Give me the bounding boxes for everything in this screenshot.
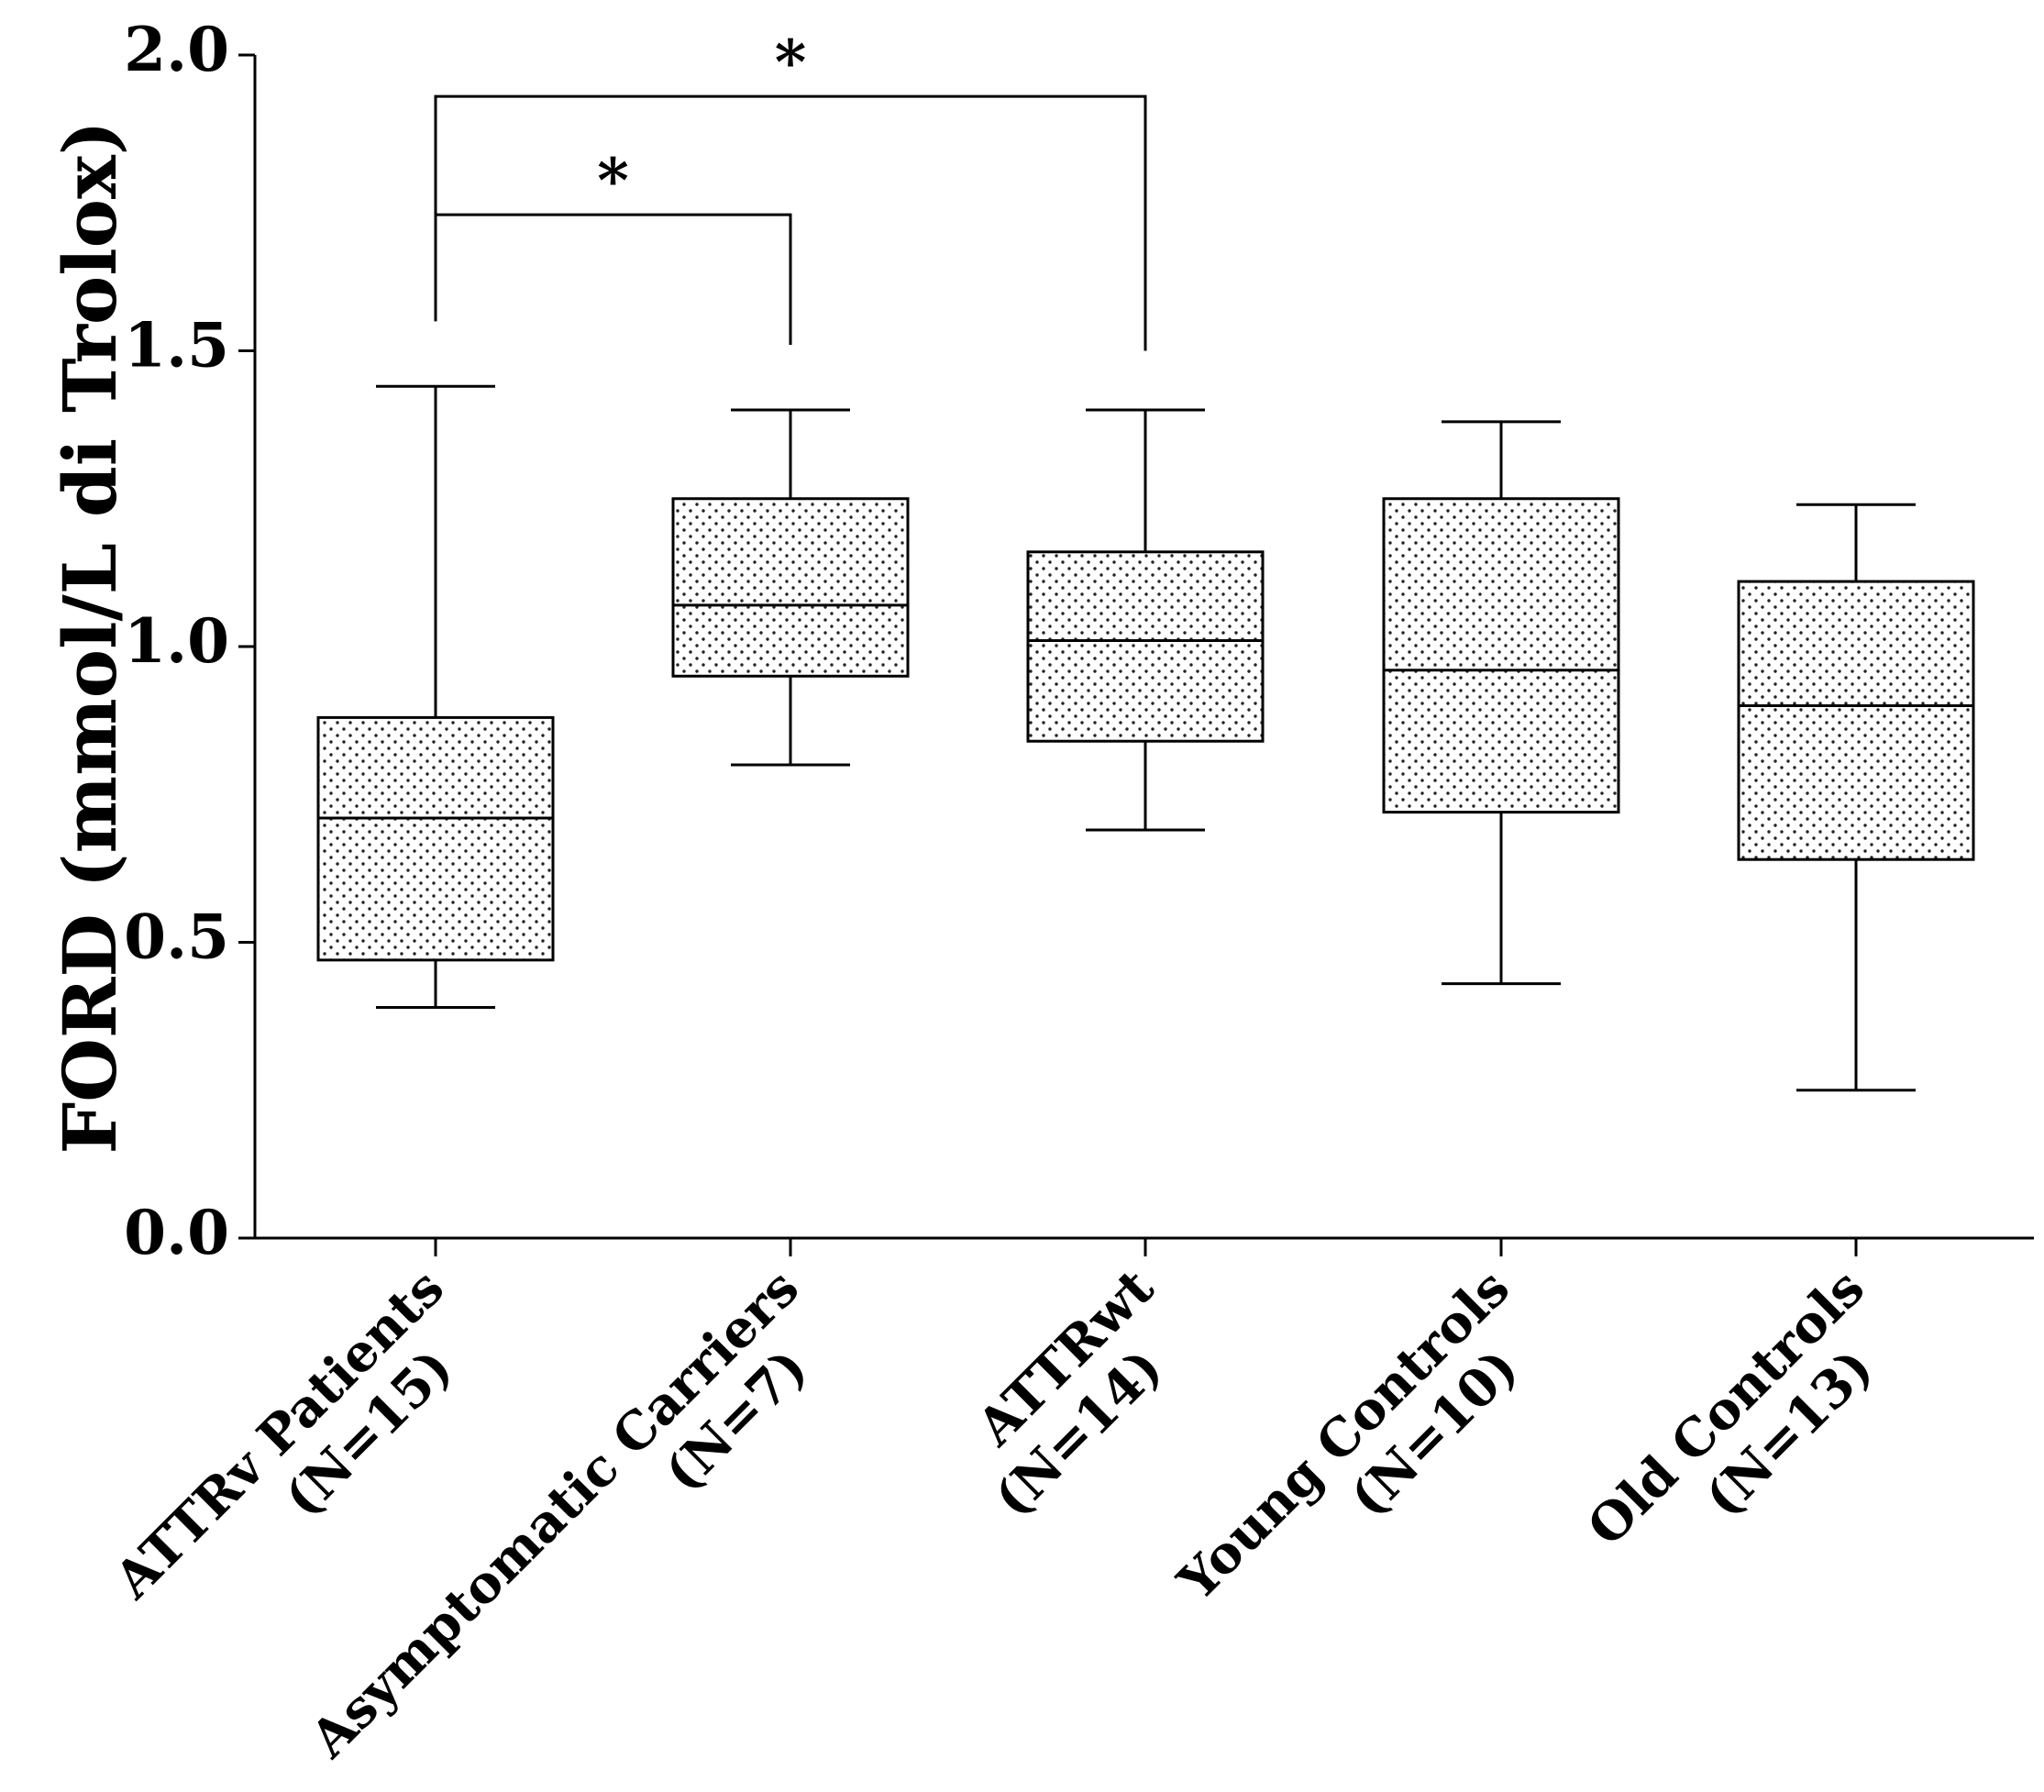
significance-bracket: * [434,145,792,346]
significance-brackets: ** [434,27,1147,351]
box-iqr [1026,550,1265,743]
category-label: Old Controls(N=13) [1576,1257,1920,1601]
category-label: ATTRwt(N=14) [938,1257,1210,1529]
box-group: Old Controls(N=13) [1576,503,1975,1601]
box-iqr [1737,580,1975,861]
significance-bracket: * [434,27,1147,351]
box-iqr [671,497,910,678]
box-group: ATTRwt(N=14) [938,408,1265,1529]
box-group: Asymptomatic Carriers(N=7) [298,408,910,1770]
y-axis-label: FORD (mmol/L di Trolox) [47,120,133,1154]
bracket-line [434,94,1147,351]
y-tick-label: 2.0 [124,14,229,85]
significance-star: * [775,27,807,98]
y-tick-label: 0.5 [124,902,229,973]
y-tick-label: 1.0 [124,605,229,677]
boxes: ATTRv Patients(N=15)Asymptomatic Carrier… [102,384,1975,1770]
y-tick-label: 1.5 [124,310,229,382]
category-label: Young Controls(N=10) [1166,1257,1565,1656]
box-group: ATTRv Patients(N=15) [102,384,555,1611]
bracket-line [434,213,792,346]
y-tick-label: 0.0 [124,1197,229,1268]
significance-star: * [597,145,629,216]
axes: 0.0 0.5 1.0 1.5 2.0 [124,14,2034,1268]
box-iqr [316,715,555,962]
box-iqr [1382,497,1620,814]
